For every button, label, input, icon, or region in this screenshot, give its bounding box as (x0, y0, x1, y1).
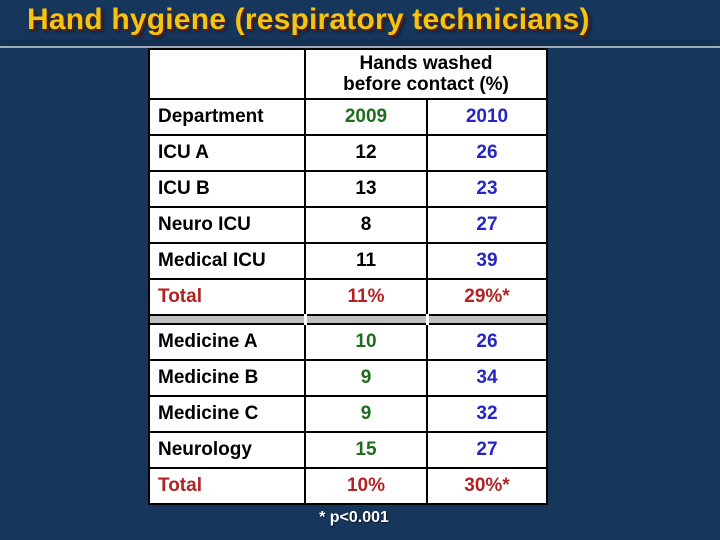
span-header-row: Hands washed before contact (%) (148, 48, 548, 100)
department-column-header: Department (148, 98, 306, 136)
year-2009-column-header: 2009 (304, 98, 428, 136)
value-2010-cell: 23 (426, 170, 548, 208)
table-row: ICU B 13 23 (148, 170, 548, 208)
total-2009-cell: 11% (304, 278, 428, 316)
total-row: Total 10% 30%* (148, 467, 548, 505)
table-row: Medical ICU 11 39 (148, 242, 548, 280)
table-row: Medicine A 10 26 (148, 323, 548, 361)
department-cell: Medicine C (148, 395, 306, 433)
table-row: Medicine C 9 32 (148, 395, 548, 433)
span-header-label: Hands washed before contact (%) (343, 52, 509, 95)
value-2009-cell: 15 (304, 431, 428, 469)
footnote: * p<0.001 (319, 509, 389, 526)
column-header-row: Department 2009 2010 (148, 98, 548, 136)
hand-hygiene-table: Hands washed before contact (%) Departme… (148, 48, 548, 505)
year-2010-column-header: 2010 (426, 98, 548, 136)
total-2010-cell: 30%* (426, 467, 548, 505)
value-2009-cell: 11 (304, 242, 428, 280)
total-2010-cell: 29%* (426, 278, 548, 316)
department-cell: ICU A (148, 134, 306, 172)
total-row: Total 11% 29%* (148, 278, 548, 316)
total-label-cell: Total (148, 278, 306, 316)
separator-cell (148, 314, 307, 325)
separator-cell (425, 314, 548, 325)
separator-cell (303, 314, 429, 325)
value-2010-cell: 27 (426, 206, 548, 244)
total-2009-cell: 10% (304, 467, 428, 505)
table-row: Medicine B 9 34 (148, 359, 548, 397)
value-2009-cell: 9 (304, 395, 428, 433)
department-cell: Medicine A (148, 323, 306, 361)
value-2010-cell: 26 (426, 323, 548, 361)
value-2010-cell: 32 (426, 395, 548, 433)
table-row: ICU A 12 26 (148, 134, 548, 172)
department-cell: Neurology (148, 431, 306, 469)
value-2009-cell: 12 (304, 134, 428, 172)
value-2009-cell: 10 (304, 323, 428, 361)
department-cell: ICU B (148, 170, 306, 208)
value-2009-cell: 9 (304, 359, 428, 397)
value-2010-cell: 39 (426, 242, 548, 280)
department-cell: Neuro ICU (148, 206, 306, 244)
slide-title: Hand hygiene (respiratory technicians) (27, 3, 590, 36)
table-row: Neurology 15 27 (148, 431, 548, 469)
total-label-cell: Total (148, 467, 306, 505)
table-row: Neuro ICU 8 27 (148, 206, 548, 244)
value-2009-cell: 13 (304, 170, 428, 208)
value-2010-cell: 34 (426, 359, 548, 397)
span-header-cell: Hands washed before contact (%) (304, 48, 548, 100)
section-separator-row (148, 314, 548, 325)
empty-header-cell (148, 48, 306, 100)
value-2010-cell: 26 (426, 134, 548, 172)
department-cell: Medical ICU (148, 242, 306, 280)
title-divider-line (0, 46, 720, 48)
value-2009-cell: 8 (304, 206, 428, 244)
value-2010-cell: 27 (426, 431, 548, 469)
department-cell: Medicine B (148, 359, 306, 397)
